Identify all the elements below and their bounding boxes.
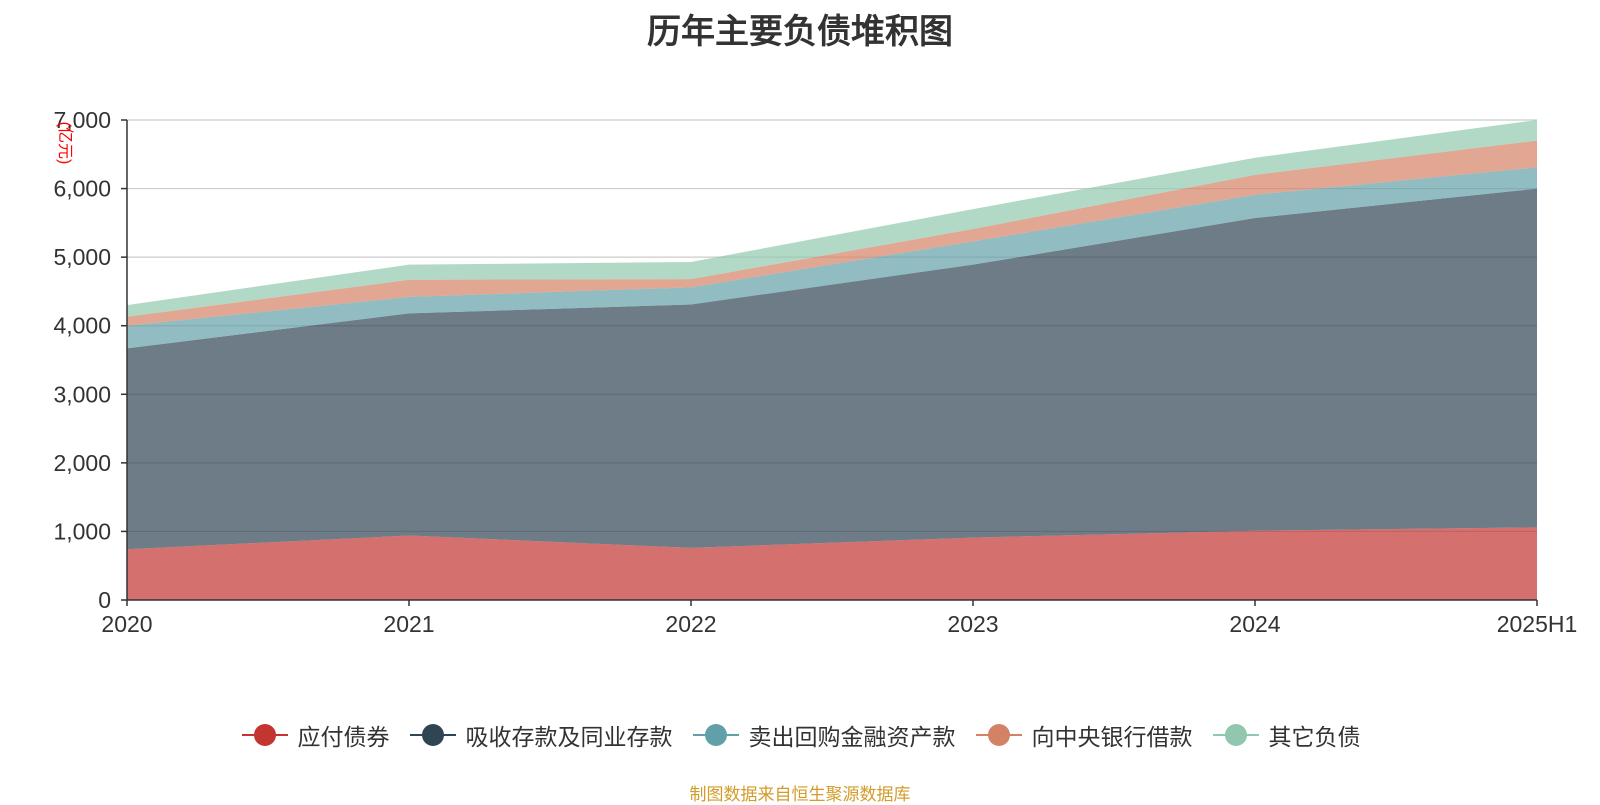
- legend-item-3[interactable]: 向中央银行借款: [974, 718, 1193, 752]
- x-tick-label: 2020: [101, 611, 152, 637]
- legend-symbol-icon: [975, 724, 1022, 746]
- legend-item-4[interactable]: 其它负债: [1211, 718, 1361, 752]
- x-tick-label: 2023: [947, 611, 998, 637]
- legend-marker: [1224, 724, 1247, 746]
- legend-item-0[interactable]: 应付债券: [240, 718, 390, 752]
- y-tick-label: 1,000: [53, 518, 111, 544]
- area-series-0: [127, 527, 1537, 600]
- legend-label: 其它负债: [1268, 724, 1361, 750]
- y-tick-label: 6,000: [53, 176, 111, 202]
- legend-label: 吸收存款及同业存款: [465, 724, 673, 750]
- chart-title: 历年主要负债堆积图: [647, 13, 953, 51]
- legend-label: 卖出回购金融资产款: [748, 724, 956, 750]
- area-series-3: [127, 140, 1537, 326]
- y-tick-label: 3,000: [53, 381, 111, 407]
- legend-symbol-icon: [1212, 724, 1259, 746]
- legend-label: 应付债券: [297, 724, 390, 750]
- axes: 0 1,000 2,000 3,000 4,000 5,000 6,000 7,000 2020…: [53, 107, 1577, 637]
- legend-item-1[interactable]: 吸收存款及同业存款: [408, 718, 673, 752]
- legend-symbol-icon: [241, 724, 288, 746]
- legend-marker: [987, 724, 1010, 746]
- legend-marker: [421, 724, 444, 746]
- legend: 应付债券 吸收存款及同业存款 卖出回购金融资产款 向中央银行借款 其它负债: [0, 718, 1600, 752]
- y-tick-label: 2,000: [53, 450, 111, 476]
- source-note: 制图数据来自恒生聚源数据库: [689, 785, 911, 804]
- x-tick-label: 2022: [665, 611, 716, 637]
- legend-symbol-icon: [692, 724, 739, 746]
- x-tick-label: 2025H1: [1497, 611, 1578, 637]
- x-tick-label: 2021: [383, 611, 434, 637]
- area-series-2: [127, 167, 1537, 349]
- x-tick-label: 2024: [1229, 611, 1280, 637]
- y-tick-label: 4,000: [53, 313, 111, 339]
- area-series-1: [127, 188, 1537, 550]
- area-series: [127, 120, 1537, 600]
- y-tick-label: 0: [98, 587, 111, 613]
- legend-label: 向中央银行借款: [1031, 724, 1193, 750]
- area-series-4: [127, 120, 1537, 317]
- legend-item-2[interactable]: 卖出回购金融资产款: [691, 718, 956, 752]
- legend-marker: [704, 724, 727, 746]
- y-tick-label: 5,000: [53, 244, 111, 270]
- y-axis-unit-label: (亿元): [56, 122, 74, 165]
- legend-marker: [253, 724, 276, 746]
- y-tick-label: 7,000: [53, 107, 111, 133]
- legend-symbol-icon: [409, 724, 456, 746]
